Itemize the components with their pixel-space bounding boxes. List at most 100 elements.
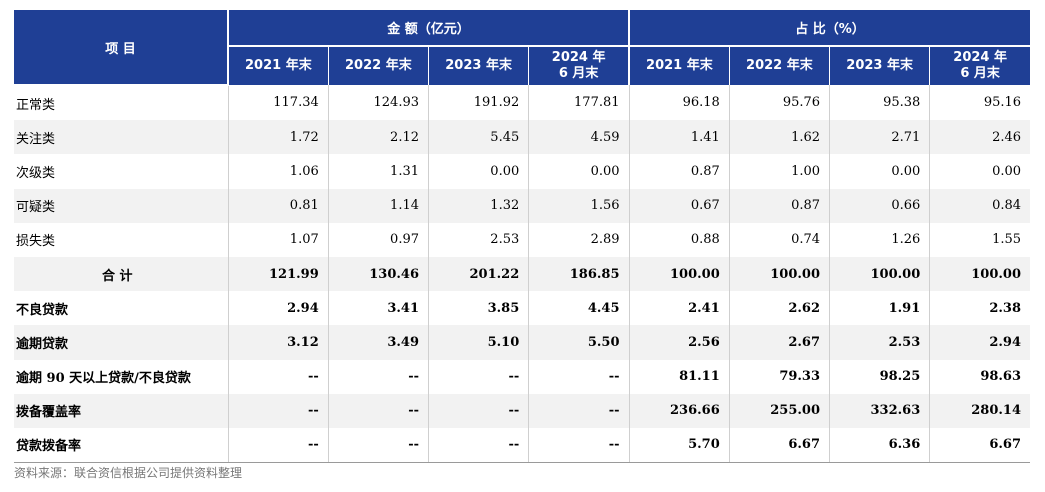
amount-cell: 5.50 bbox=[528, 325, 630, 360]
amount-cell: -- bbox=[528, 359, 630, 394]
table-row: 逾期 90 天以上贷款/不良贷款 -- -- -- -- 81.11 79.33 98.25 9… bbox=[14, 359, 1031, 394]
ratio-cell: 2.41 bbox=[628, 291, 730, 326]
ratio-cell: 6.67 bbox=[929, 427, 1031, 464]
amount-cell: 1.32 bbox=[427, 188, 529, 223]
table-row: 逾期贷款 3.12 3.49 5.10 5.50 2.56 2.67 2.53 2.94 bbox=[14, 325, 1031, 360]
ratio-cell: 0.00 bbox=[829, 154, 930, 189]
amount-cell: 117.34 bbox=[227, 85, 329, 121]
amount-cell: 0.00 bbox=[528, 154, 630, 189]
amount-cell: 177.81 bbox=[528, 85, 630, 121]
amount-cell: -- bbox=[427, 393, 529, 428]
table-row: 正常类 117.34 124.93 191.92 177.81 96.18 95.76 95.… bbox=[14, 85, 1031, 121]
ratio-cell: 6.36 bbox=[829, 427, 930, 464]
ratio-cell: 95.16 bbox=[929, 85, 1031, 121]
amount-cell: -- bbox=[528, 427, 630, 464]
ratio-cell: 2.94 bbox=[929, 325, 1031, 360]
amount-cell: -- bbox=[327, 427, 429, 464]
amount-cell: 201.22 bbox=[427, 256, 529, 292]
table-row: 拨备覆盖率 -- -- -- -- 236.66 255.00 332.63 280.14 bbox=[14, 393, 1031, 428]
amount-cell: 1.72 bbox=[227, 120, 329, 155]
amount-cell: 0.81 bbox=[227, 188, 329, 223]
amount-cell: -- bbox=[227, 359, 329, 394]
ratio-cell: 2.62 bbox=[728, 291, 830, 326]
row-label: 损失类 bbox=[16, 234, 56, 250]
ratio-cell: 1.41 bbox=[628, 120, 730, 155]
ratio-cell: 280.14 bbox=[929, 393, 1031, 428]
ratio-cell: 98.25 bbox=[829, 359, 930, 394]
ratio-cell: 100.00 bbox=[929, 256, 1031, 292]
row-label: 关注类 bbox=[14, 120, 228, 155]
amount-cell: -- bbox=[327, 393, 429, 428]
table-row: 关注类 1.72 2.12 5.45 4.59 1.41 1.62 2.71 2.46 bbox=[14, 120, 1031, 155]
ratio-cell: 95.38 bbox=[829, 85, 930, 121]
ratio-cell: 96.18 bbox=[628, 85, 730, 121]
ratio-cell: 0.74 bbox=[728, 222, 830, 257]
amount-cell: 3.85 bbox=[427, 291, 529, 326]
ratio-cell: 2.71 bbox=[829, 120, 930, 155]
header-ratio-col: 2021 年末 bbox=[628, 46, 730, 85]
header-item-label: 项 目 bbox=[14, 10, 229, 86]
amount-cell: -- bbox=[427, 359, 529, 394]
amount-cell: 1.14 bbox=[327, 188, 429, 223]
amount-cell: 3.49 bbox=[327, 325, 429, 360]
ratio-cell: 95.76 bbox=[728, 85, 830, 121]
amount-cell: 5.10 bbox=[427, 325, 529, 360]
table-row: 可疑类 0.81 1.14 1.32 1.56 0.67 0.87 0.66 0.84 bbox=[14, 188, 1031, 223]
table-row: 不良贷款 2.94 3.41 3.85 4.45 2.41 2.62 1.91 2.38 bbox=[14, 291, 1031, 326]
source-note: 资料来源：联合资信根据公司提供资料整理 bbox=[14, 466, 243, 480]
amount-cell: -- bbox=[227, 393, 329, 428]
ratio-cell: 1.00 bbox=[728, 154, 830, 189]
table-row: 合 计 121.99 130.46 201.22 186.85 100.00 100.00 1… bbox=[14, 256, 1031, 292]
header-ratio-col: 2023 年末 bbox=[829, 46, 930, 85]
ratio-cell: 0.88 bbox=[628, 222, 730, 257]
row-label: 可疑类 bbox=[14, 188, 228, 223]
amount-cell: 5.45 bbox=[427, 120, 529, 155]
amount-cell: 0.00 bbox=[427, 154, 529, 189]
amount-cell: 1.31 bbox=[327, 154, 429, 189]
row-label: 逾期 90 天以上贷款/不良贷款 bbox=[16, 371, 191, 387]
amount-cell: 191.92 bbox=[427, 85, 529, 121]
amount-cell: 2.94 bbox=[227, 291, 329, 326]
amount-cell: 121.99 bbox=[227, 256, 329, 292]
ratio-cell: 2.53 bbox=[829, 325, 930, 360]
amount-cell: 1.07 bbox=[227, 222, 329, 257]
ratio-cell: 2.38 bbox=[929, 291, 1031, 326]
amount-cell: 2.89 bbox=[528, 222, 630, 257]
amount-cell: -- bbox=[227, 427, 329, 464]
amount-cell: 1.56 bbox=[528, 188, 630, 223]
amount-cell: 0.97 bbox=[327, 222, 429, 257]
row-label: 合 计 bbox=[14, 256, 228, 292]
ratio-cell: 2.46 bbox=[929, 120, 1031, 155]
row-label: 拨备覆盖率 bbox=[14, 393, 228, 428]
table-row: 次级类 1.06 1.31 0.00 0.00 0.87 1.00 0.00 0.00 bbox=[14, 154, 1031, 189]
ratio-cell: 0.84 bbox=[929, 188, 1031, 223]
amount-cell: -- bbox=[528, 393, 630, 428]
amount-cell: 4.45 bbox=[528, 291, 630, 326]
table-row: 贷款拨备率 -- -- -- -- 5.70 6.67 6.36 6.67 bbox=[14, 427, 1031, 464]
amount-cell: -- bbox=[427, 427, 529, 464]
header-amount-col: 2021 年末 bbox=[227, 46, 329, 85]
ratio-cell: 79.33 bbox=[728, 359, 830, 394]
ratio-cell: 1.26 bbox=[829, 222, 930, 257]
amount-cell: -- bbox=[327, 359, 429, 394]
ratio-cell: 100.00 bbox=[829, 256, 930, 292]
row-label: 逾期贷款 bbox=[14, 325, 228, 360]
header-amount-col: 2022 年末 bbox=[327, 46, 429, 85]
ratio-cell: 100.00 bbox=[628, 256, 730, 292]
header-amount-col: 2023 年末 bbox=[427, 46, 529, 85]
table-row: 损失类 1.07 0.97 2.53 2.89 0.88 0.74 1.26 1.55 bbox=[14, 222, 1031, 257]
ratio-cell: 0.66 bbox=[829, 188, 930, 223]
ratio-cell: 2.67 bbox=[728, 325, 830, 360]
header-amount-group: 金 额（亿元） bbox=[228, 10, 631, 47]
amount-cell: 3.12 bbox=[227, 325, 329, 360]
ratio-cell: 81.11 bbox=[628, 359, 730, 394]
ratio-cell: 332.63 bbox=[829, 393, 930, 428]
amount-cell: 2.12 bbox=[327, 120, 429, 155]
ratio-cell: 6.67 bbox=[728, 427, 830, 464]
ratio-cell: 100.00 bbox=[728, 256, 830, 292]
row-label: 贷款拨备率 bbox=[14, 427, 228, 464]
ratio-cell: 0.67 bbox=[628, 188, 730, 223]
ratio-cell: 236.66 bbox=[628, 393, 730, 428]
ratio-cell: 255.00 bbox=[728, 393, 830, 428]
